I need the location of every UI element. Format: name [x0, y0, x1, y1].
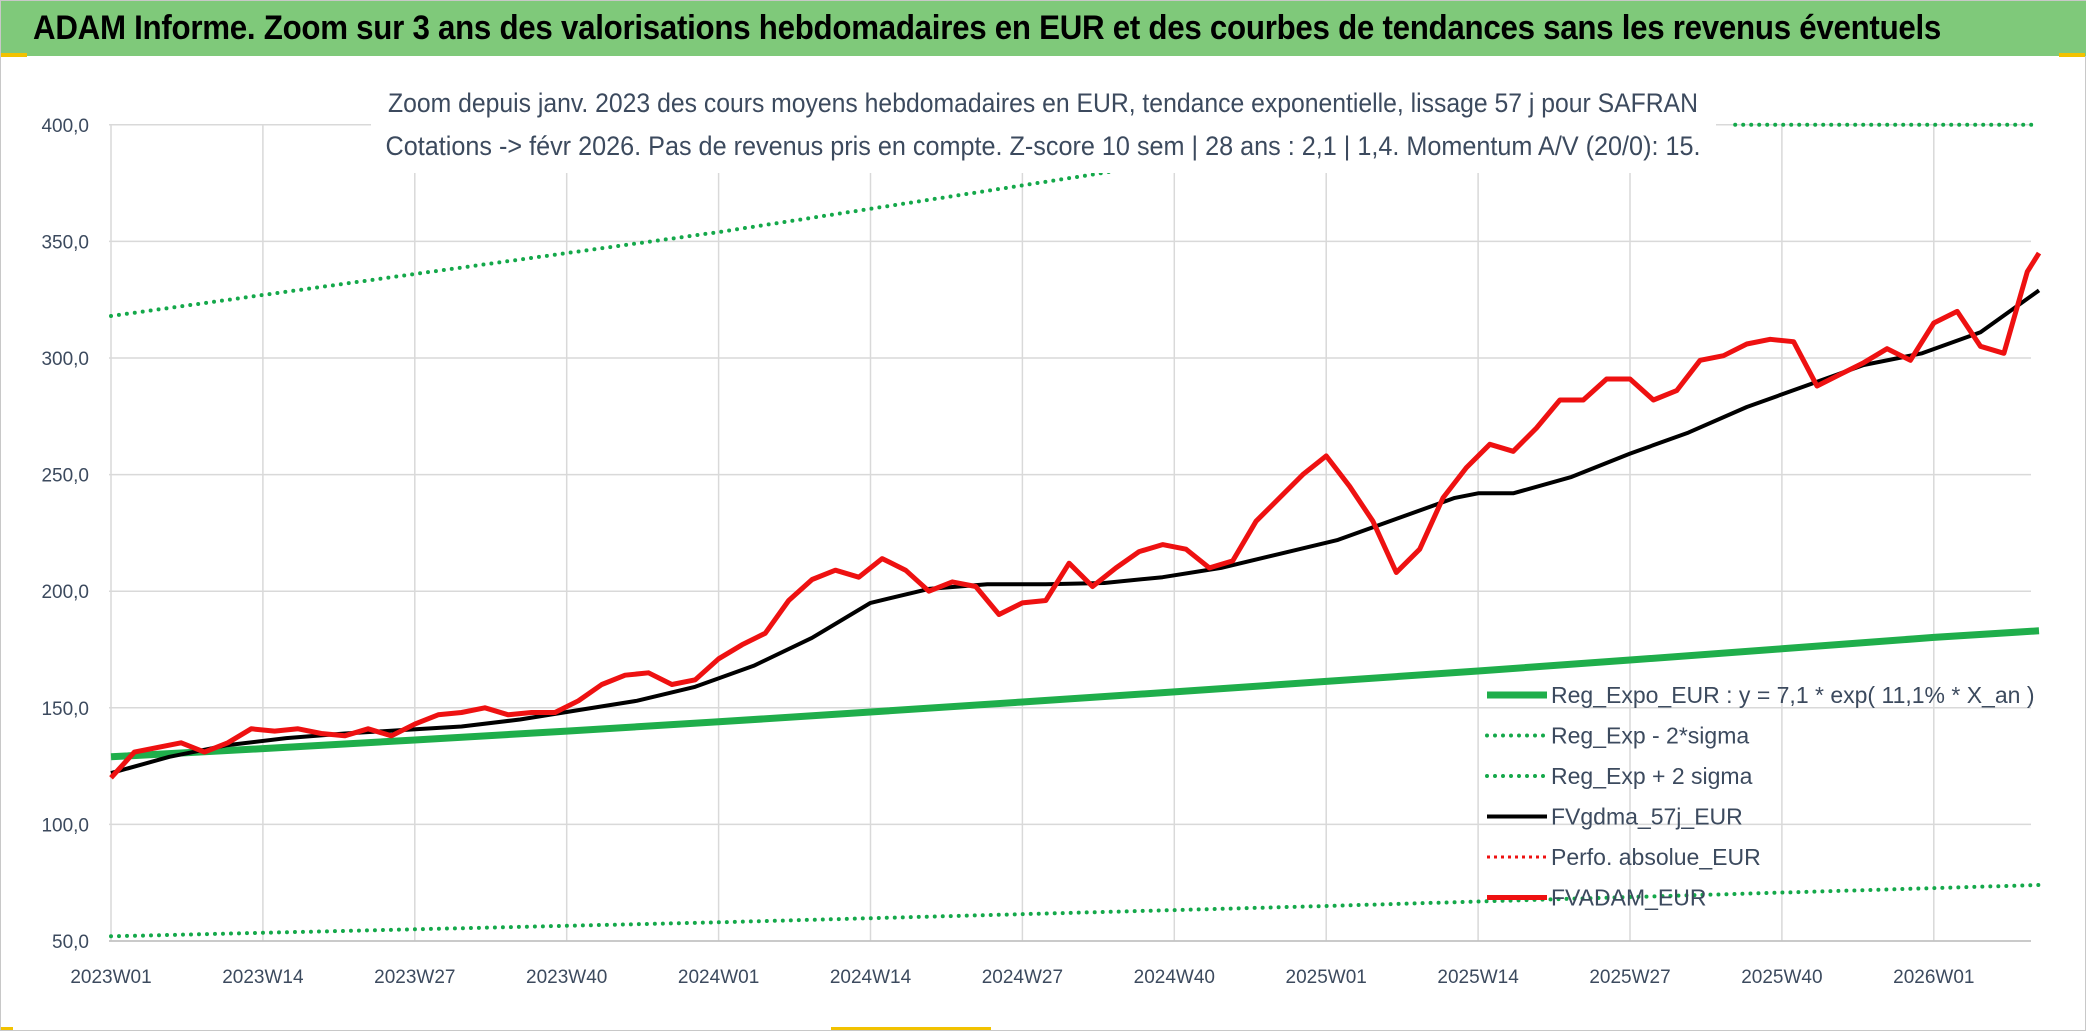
- banner: ADAM Informe. Zoom sur 3 ans des valoris…: [1, 1, 2086, 56]
- series-reg-minus-2sigma-line: [109, 883, 2041, 939]
- legend-label-smooth: FVgdma_57j_EUR: [1551, 804, 1743, 830]
- title-background: [371, 77, 1716, 173]
- y-tick-label: 300,0: [41, 349, 89, 370]
- x-tick-label: 2023W27: [374, 967, 455, 988]
- y-tick-label: 50,0: [52, 932, 89, 953]
- x-tick-label: 2024W27: [982, 967, 1063, 988]
- x-tick-label: 2023W01: [70, 967, 151, 988]
- y-tick-label: 150,0: [41, 699, 89, 720]
- corner-accent-top-left: [1, 53, 27, 57]
- y-tick-label: 350,0: [41, 232, 89, 253]
- legend-label-upper: Reg_Exp + 2 sigma: [1551, 763, 1753, 789]
- series-fvadam-price-line: [109, 251, 2042, 780]
- series-reg-plus-2sigma-line: [109, 167, 1130, 318]
- y-tick-label: 250,0: [41, 466, 89, 487]
- grid-layer: [109, 124, 2031, 942]
- corner-accent-bottom-left: [1, 1027, 13, 1030]
- series-reg-expo-line: [110, 627, 2040, 761]
- x-tick-label: 2025W40: [1741, 967, 1822, 988]
- y-tick-label: 400,0: [41, 116, 89, 137]
- x-tick-label: 2025W14: [1437, 967, 1519, 988]
- legend: Reg_Expo_EUR : y = 7,1 * exp( 11,1% * X_…: [1485, 682, 2034, 911]
- chart-title: Zoom depuis janv. 2023 des cours moyens …: [371, 77, 1716, 173]
- x-tick-label: 2025W01: [1286, 967, 1367, 988]
- axis-labels: 50,0 100,0 150,0 200,0 250,0 300,0 350,0 400,0 2…: [41, 116, 1974, 988]
- legend-label-price: FVADAM_EUR: [1551, 885, 1707, 911]
- x-tick-label: 2023W14: [222, 967, 304, 988]
- x-tick-label: 2024W01: [678, 967, 759, 988]
- legend-label-lower: Reg_Exp - 2*sigma: [1551, 723, 1749, 749]
- legend-label-reg: Reg_Expo_EUR : y = 7,1 * exp( 11,1% * X_…: [1551, 682, 2034, 708]
- series-fvgdma-57j-line: [110, 288, 2041, 776]
- banner-title: ADAM Informe. Zoom sur 3 ans des valoris…: [33, 9, 1942, 47]
- corner-accent-top-right: [2059, 53, 2085, 57]
- y-tick-label: 200,0: [41, 582, 89, 603]
- title-line-1: Zoom depuis janv. 2023 des cours moyens …: [388, 88, 1698, 118]
- title-line-2: Cotations -> févr 2026. Pas de revenus p…: [386, 131, 1701, 161]
- x-tick-label: 2023W40: [526, 967, 607, 988]
- x-tick-label: 2025W27: [1589, 967, 1670, 988]
- x-tick-label: 2026W01: [1893, 967, 1974, 988]
- series-layer: [109, 122, 2042, 939]
- x-tick-label: 2024W40: [1134, 967, 1215, 988]
- corner-accent-bottom-middle: [831, 1027, 991, 1030]
- legend-label-perfo: Perfo. absolue_EUR: [1551, 844, 1761, 870]
- x-tick-label: 2024W14: [830, 967, 912, 988]
- y-tick-label: 100,0: [41, 815, 89, 836]
